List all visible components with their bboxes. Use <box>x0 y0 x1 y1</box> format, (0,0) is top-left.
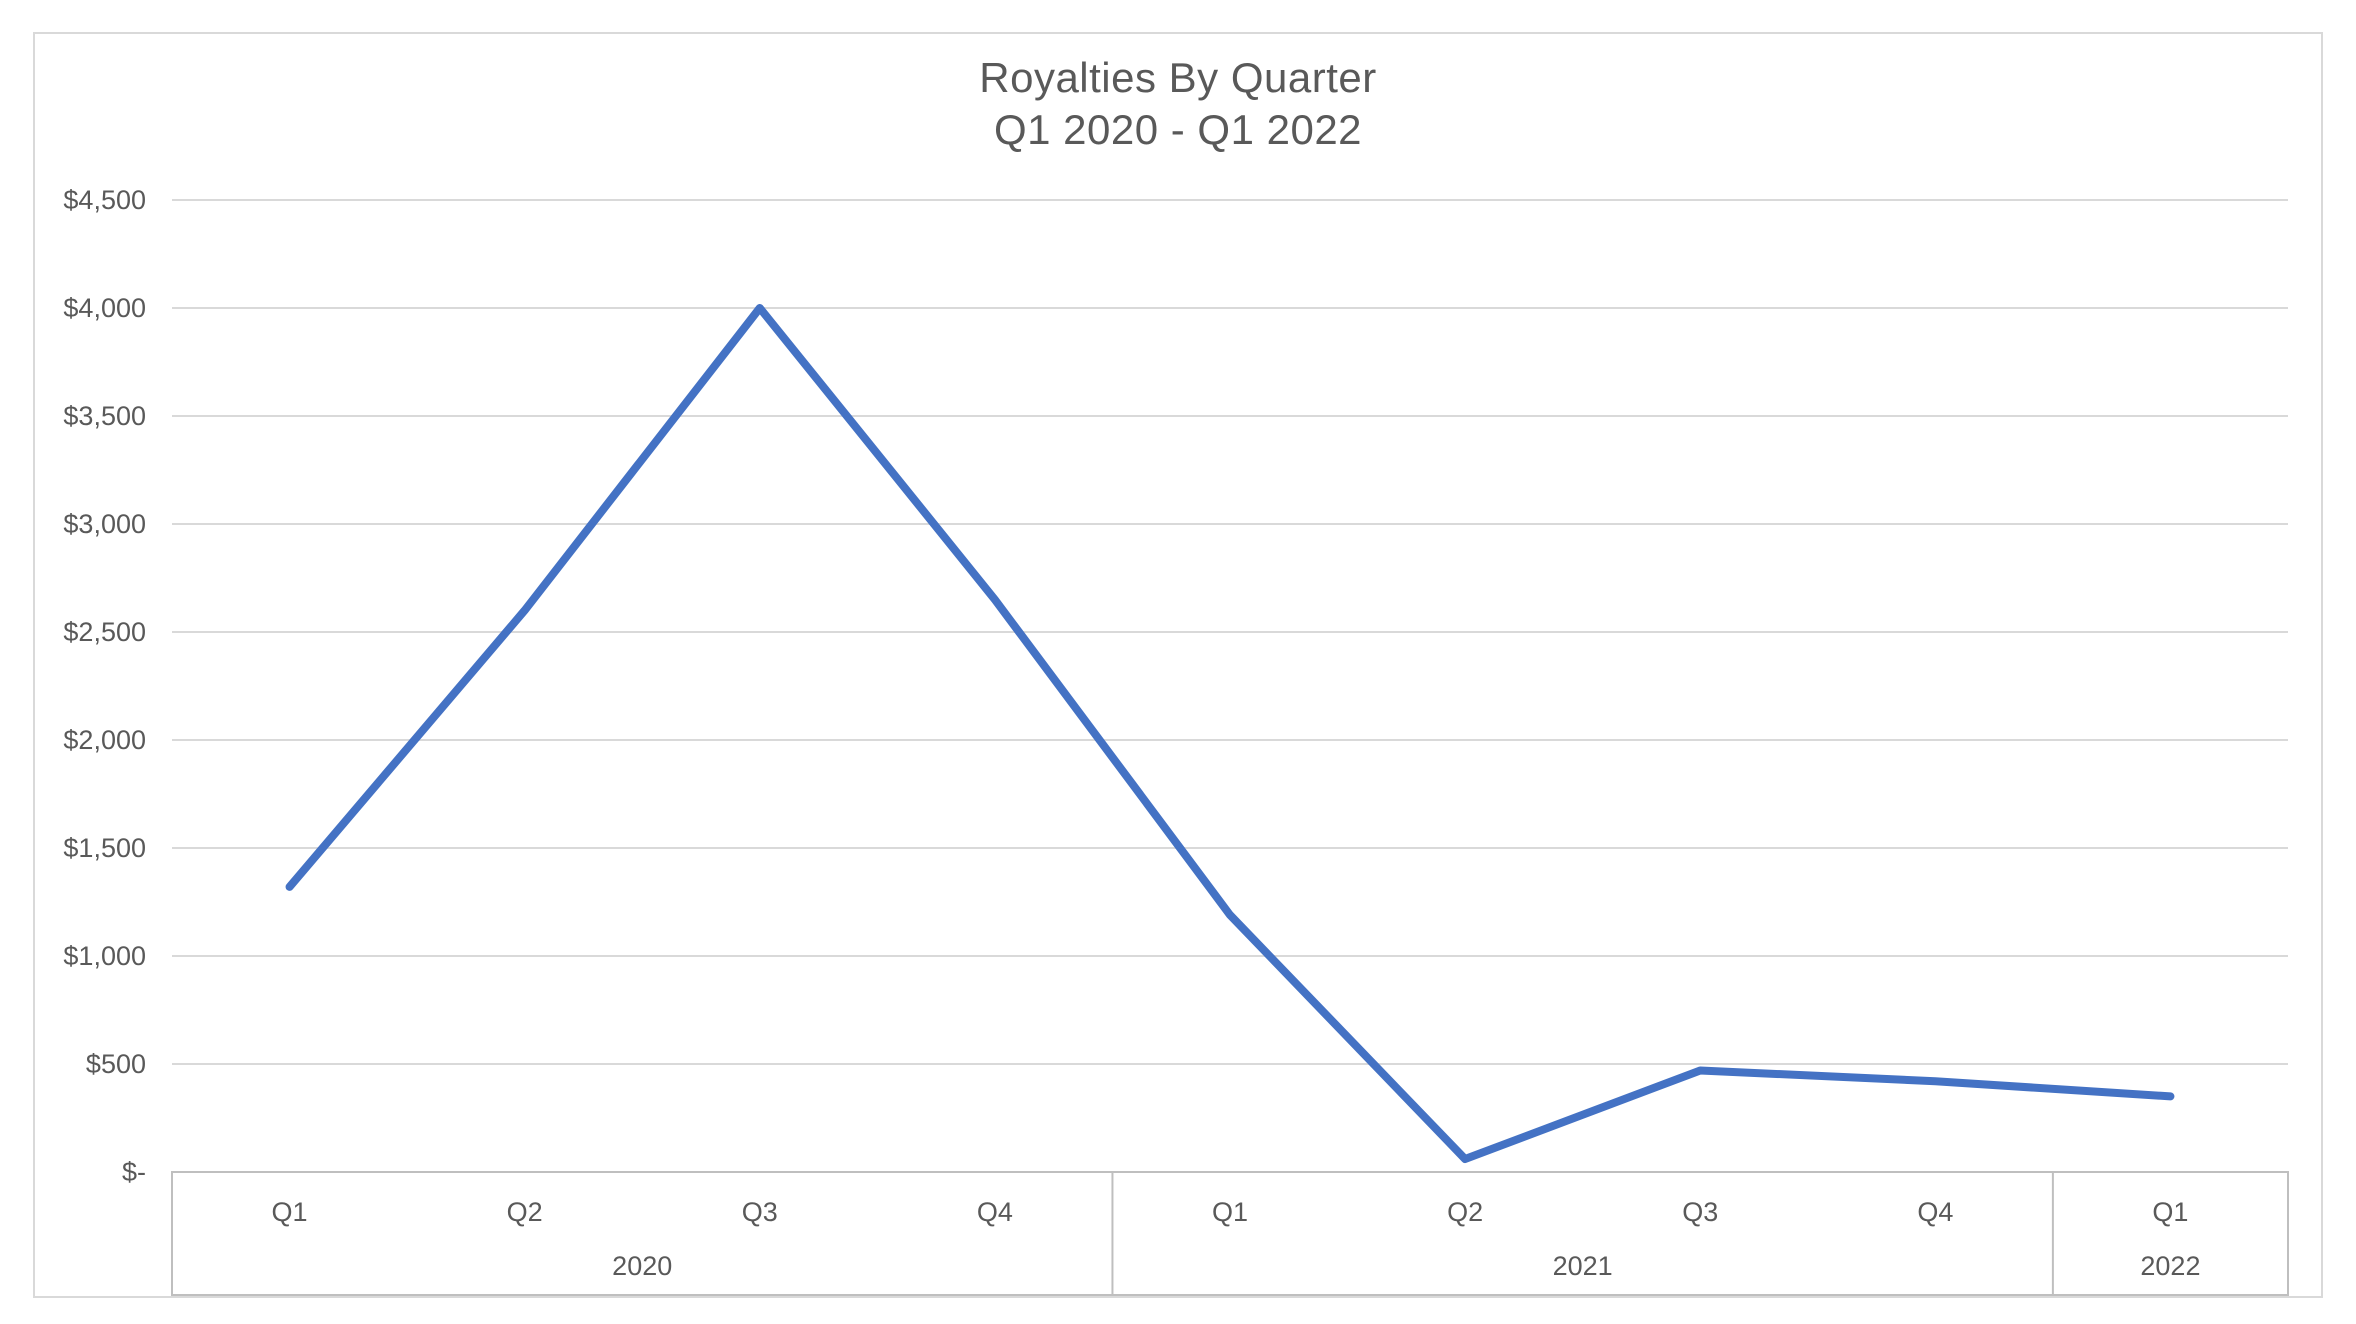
chart-border-frame <box>33 32 2323 1298</box>
y-axis-tick-label: $2,500 <box>63 617 146 647</box>
chart-title: Royalties By Quarter Q1 2020 - Q1 2022 <box>0 52 2356 156</box>
quarter-label: Q2 <box>507 1197 543 1227</box>
y-axis-tick-label: $1,500 <box>63 833 146 863</box>
y-axis-tick-label: $2,000 <box>63 725 146 755</box>
y-axis-tick-label: $500 <box>86 1049 146 1079</box>
category-axis-box <box>171 1171 2289 1296</box>
chart-title-line-1: Royalties By Quarter <box>979 54 1377 101</box>
y-axis-tick-label: $4,500 <box>63 185 146 215</box>
quarter-label: Q3 <box>1682 1197 1718 1227</box>
chart-title-line-2: Q1 2020 - Q1 2022 <box>993 106 1363 153</box>
quarter-label: Q1 <box>272 1197 308 1227</box>
y-axis-tick-label: $1,000 <box>63 941 146 971</box>
y-axis-tick-label: $4,000 <box>63 293 146 323</box>
quarter-label: Q2 <box>1447 1197 1483 1227</box>
year-label: 2021 <box>1553 1251 1613 1281</box>
year-label: 2022 <box>2140 1251 2200 1281</box>
year-label: 2020 <box>612 1251 672 1281</box>
y-axis-tick-label: $3,500 <box>63 401 146 431</box>
quarter-label: Q1 <box>2152 1197 2188 1227</box>
quarter-label: Q3 <box>742 1197 778 1227</box>
quarter-label: Q1 <box>1212 1197 1248 1227</box>
quarter-label: Q4 <box>977 1197 1013 1227</box>
y-axis-tick-label: $3,000 <box>63 509 146 539</box>
y-axis-tick-label: $- <box>122 1157 146 1187</box>
quarter-label: Q4 <box>1917 1197 1953 1227</box>
royalties-series-line <box>285 304 2175 1164</box>
